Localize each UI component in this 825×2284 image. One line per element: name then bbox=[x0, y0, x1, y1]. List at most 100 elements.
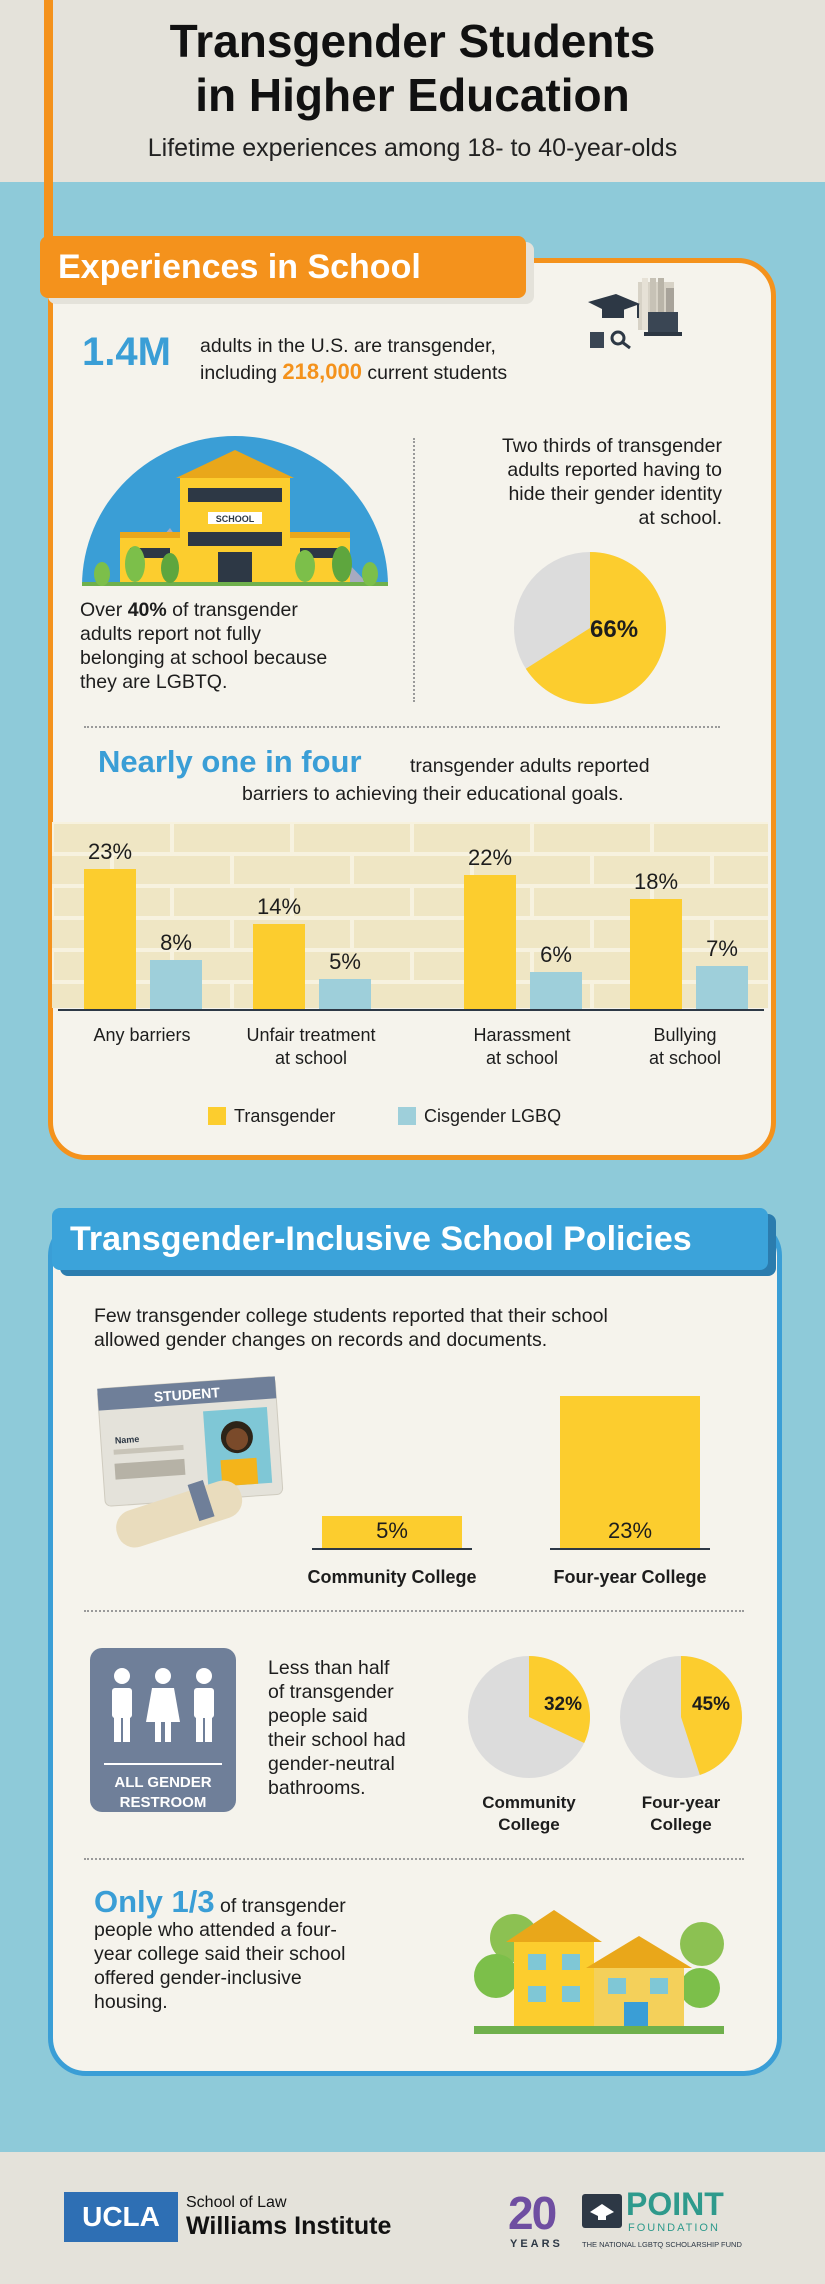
title-line-1: Transgender Students bbox=[169, 15, 656, 67]
restroom-figures-icon bbox=[112, 1668, 214, 1742]
brick bbox=[712, 918, 768, 950]
brick bbox=[352, 918, 472, 950]
divider-vertical bbox=[413, 438, 415, 702]
point-anniversary-number: 20 bbox=[508, 2187, 557, 2239]
category-label: Harassment at school bbox=[473, 1025, 571, 1068]
hide-identity-pie bbox=[514, 552, 666, 704]
current-students-count: 218,000 bbox=[282, 359, 362, 384]
stat1-text-line2: including 218,000 current students bbox=[200, 359, 508, 385]
category-label: Unfair treatment at school bbox=[246, 1025, 376, 1068]
barriers-text-line1: transgender adults reported bbox=[410, 755, 650, 777]
brick bbox=[472, 854, 592, 886]
brick bbox=[352, 854, 472, 886]
policies-heading: Transgender-Inclusive School Policies bbox=[52, 1208, 768, 1270]
category-label: Bullying at school bbox=[648, 1025, 722, 1068]
divider-horizontal-1 bbox=[84, 726, 720, 728]
bar-value-label: 22% bbox=[467, 845, 513, 871]
bar-value-label: 14% bbox=[256, 893, 302, 919]
school-building-illustration: SCHOOL bbox=[82, 436, 388, 586]
brick bbox=[232, 854, 352, 886]
ucla-logo: UCLA bbox=[64, 2192, 178, 2242]
legend-cisgender-swatch bbox=[398, 1107, 416, 1125]
school-sign-text: SCHOOL bbox=[216, 514, 255, 524]
pie-value-slice bbox=[525, 552, 666, 704]
brick bbox=[172, 886, 292, 918]
bar-value-label: 23% bbox=[87, 839, 133, 864]
bar-cisgender-0 bbox=[150, 960, 202, 1009]
divider-horizontal-2 bbox=[84, 1610, 744, 1612]
brick bbox=[52, 822, 172, 854]
brick bbox=[592, 854, 712, 886]
point-years-text: YEARS bbox=[510, 2238, 563, 2250]
card-name-label: Name bbox=[115, 1434, 140, 1446]
bar-transgender-2 bbox=[464, 875, 516, 1009]
belonging-percent: 40% bbox=[127, 599, 167, 621]
barriers-headline: Nearly one in four bbox=[98, 744, 362, 779]
bar-value-label: 8% bbox=[160, 930, 192, 956]
brick bbox=[532, 822, 652, 854]
bathroom-pie-community bbox=[468, 1656, 590, 1778]
brick bbox=[292, 822, 412, 854]
point-foundation-text: FOUNDATION bbox=[628, 2222, 720, 2234]
barriers-text-line2: barriers to achieving their educational … bbox=[242, 783, 624, 805]
bar-value-label: 18% bbox=[633, 869, 679, 895]
school-of-law-text: School of Law bbox=[186, 2194, 287, 2211]
point-logo-icon bbox=[582, 2194, 622, 2228]
records-bar-fouryear bbox=[560, 1396, 700, 1548]
bathroom-label-fouryear: Four-year College bbox=[641, 1793, 721, 1834]
header-band bbox=[0, 0, 825, 182]
page-subtitle: Lifetime experiences among 18- to 40-yea… bbox=[147, 134, 678, 162]
bar-cisgender-1 bbox=[319, 978, 371, 1009]
category-label: Any barriers bbox=[93, 1025, 191, 1045]
legend-cisgender-label: Cisgender LGBQ bbox=[424, 1106, 562, 1126]
housing-headline: Only 1/3 bbox=[94, 1884, 215, 1919]
bar-cisgender-3 bbox=[696, 966, 748, 1009]
point-logo-text: POINT bbox=[626, 2186, 724, 2222]
brick bbox=[712, 854, 768, 886]
housing-stat: Only 1/3 of transgender people who atten… bbox=[94, 1884, 346, 2013]
bar-transgender-3 bbox=[630, 899, 682, 1009]
housing-illustration bbox=[474, 1910, 724, 2034]
legend-transgender-swatch bbox=[208, 1107, 226, 1125]
experiences-heading: Experiences in School bbox=[40, 236, 526, 298]
card-title: STUDENT bbox=[153, 1384, 221, 1405]
chart-baseline bbox=[58, 1009, 764, 1011]
bar-cisgender-2 bbox=[530, 972, 582, 1009]
records-bar-community bbox=[322, 1516, 462, 1548]
records-intro: Few transgender college students reporte… bbox=[94, 1305, 608, 1351]
pie-value-slice bbox=[681, 1656, 742, 1776]
williams-institute-text: Williams Institute bbox=[186, 2212, 392, 2240]
brick bbox=[292, 886, 412, 918]
divider-horizontal-3 bbox=[84, 1858, 744, 1860]
title-line-2: in Higher Education bbox=[195, 69, 630, 121]
bathroom-stat: Less than half of transgender people sai… bbox=[268, 1657, 406, 1799]
bar-value-label: 6% bbox=[540, 942, 572, 968]
hide-identity-stat: Two thirds of transgender adults reporte… bbox=[501, 435, 722, 529]
stat1-text-line1: adults in the U.S. are transgender, bbox=[200, 335, 496, 357]
bar-value-label: 7% bbox=[706, 936, 738, 962]
all-gender-restroom-sign: ALL GENDER RESTROOM bbox=[90, 1648, 236, 1812]
bathroom-pie-fouryear-label: 45% bbox=[691, 1694, 731, 1715]
pie-value-slice bbox=[529, 1656, 590, 1743]
belonging-stat: Over 40% of transgender adults report no… bbox=[80, 599, 328, 693]
bathroom-pie-fouryear bbox=[620, 1656, 742, 1778]
hide-identity-pie-label: 66% bbox=[590, 616, 639, 643]
restroom-sign-text: ALL GENDER RESTROOM bbox=[114, 1774, 212, 1811]
bar-transgender-1 bbox=[253, 923, 305, 1009]
bar-transgender-0 bbox=[84, 869, 136, 1009]
records-value-fouryear: 23% bbox=[607, 1518, 653, 1543]
legend-transgender-label: Transgender bbox=[234, 1106, 336, 1126]
records-label-community: Community College bbox=[307, 1567, 477, 1587]
header-accent-bar bbox=[44, 0, 53, 250]
student-id-card-illustration: STUDENT Name bbox=[97, 1376, 284, 1548]
bathroom-label-community: Community College bbox=[482, 1793, 576, 1834]
page-title: Transgender Students in Higher Education bbox=[0, 14, 825, 122]
transgender-adults-count: 1.4M bbox=[82, 330, 171, 374]
brick bbox=[412, 822, 532, 854]
records-value-community: 5% bbox=[376, 1518, 408, 1543]
graduation-laptop-icon bbox=[588, 278, 682, 350]
records-baseline-community bbox=[312, 1548, 472, 1550]
brick bbox=[652, 822, 768, 854]
bathroom-pie-community-label: 32% bbox=[543, 1694, 583, 1715]
point-tagline: THE NATIONAL LGBTQ SCHOLARSHIP FUND bbox=[582, 2240, 742, 2249]
